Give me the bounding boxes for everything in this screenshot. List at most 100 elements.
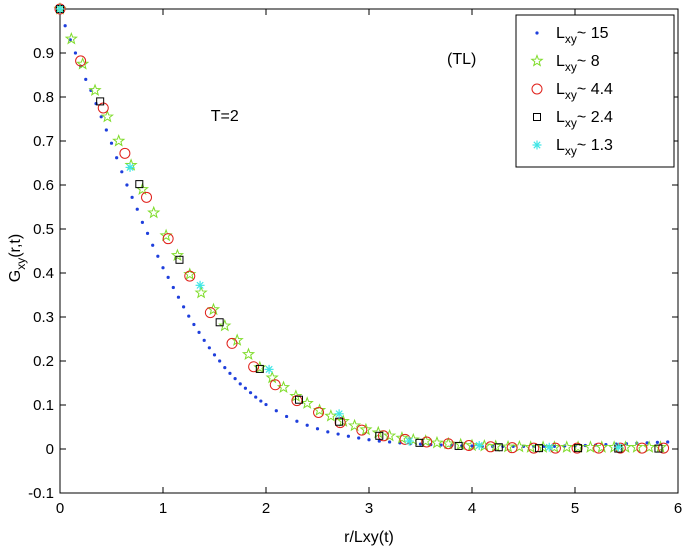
y-tick-label: 0.9 (33, 45, 54, 62)
data-point (119, 147, 131, 159)
data-point (204, 307, 216, 319)
y-axis-label-tail: (r,t) (7, 234, 24, 258)
data-point (135, 180, 144, 189)
data-point (395, 431, 409, 444)
data-point (176, 295, 181, 299)
data-point (418, 442, 423, 446)
y-axis-label: Gxy(r,t) (7, 234, 28, 282)
x-tick-label: 5 (571, 500, 579, 517)
data-point (404, 436, 414, 446)
data-point (156, 254, 160, 258)
legend-label: Lxy~ 8 (556, 53, 600, 74)
data-point (125, 183, 129, 187)
data-point (187, 314, 191, 318)
legend-marker (530, 54, 544, 67)
data-point (336, 414, 350, 427)
data-point (218, 359, 222, 363)
data-point (226, 337, 238, 349)
x-tick-label: 3 (365, 500, 373, 517)
data-point (326, 430, 330, 434)
data-point (595, 440, 609, 453)
data-point (248, 391, 253, 395)
data-point (470, 444, 474, 448)
data-point (194, 285, 208, 299)
series-square (56, 5, 663, 453)
data-point (512, 439, 526, 453)
data-point (162, 233, 174, 245)
data-point (524, 440, 538, 453)
data-point (76, 57, 90, 70)
y-tick-label: 0.5 (33, 221, 54, 238)
data-point (658, 442, 670, 454)
data-point (192, 322, 196, 327)
data-point (264, 364, 274, 374)
x-tick-label: 2 (262, 500, 270, 517)
data-point (161, 266, 165, 270)
data-point (100, 109, 114, 123)
data-point (285, 414, 289, 419)
data-point (430, 435, 444, 449)
data-point (276, 380, 291, 394)
legend-label-main: L (556, 137, 565, 154)
data-point (170, 248, 185, 262)
data-point (147, 205, 161, 219)
annotations: (TL) T=2 (211, 51, 477, 125)
y-tick-label: 0.2 (33, 353, 54, 370)
data-point (614, 442, 626, 454)
data-point (528, 442, 540, 454)
data-point (642, 440, 656, 453)
data-point (367, 438, 371, 442)
data-point (73, 51, 78, 55)
data-point (357, 436, 361, 440)
data-point (501, 439, 515, 453)
y-tick-label: -0.1 (28, 485, 54, 502)
data-point (104, 128, 108, 132)
data-point (151, 243, 155, 247)
x-tick-label: 6 (674, 500, 682, 517)
data-point (182, 305, 186, 309)
data-point (197, 330, 201, 334)
data-point (223, 366, 227, 370)
legend-label-main: L (556, 25, 565, 42)
data-point (135, 207, 139, 211)
data-point (115, 156, 119, 160)
data-point (294, 395, 303, 404)
legend-label-sub: xy (565, 60, 577, 74)
legend-label-tail: ~ 4.4 (577, 81, 613, 98)
data-point (654, 444, 663, 453)
data-point (636, 442, 648, 454)
series-asterisk (55, 4, 623, 452)
legend-entry: Lxy~ 4.4 (531, 81, 613, 102)
x-tick-label: 1 (159, 500, 167, 517)
data-point (441, 436, 455, 450)
legend-label: Lxy~ 4.4 (556, 81, 613, 102)
data-point (388, 440, 392, 444)
y-axis: -0.1 0 0.1 0.2 0.3 0.4 0.5 0.6 0.7 0.8 0.9 (28, 45, 678, 502)
data-point (264, 402, 268, 407)
legend-label-tail: ~ 2.4 (577, 109, 613, 126)
data-point (109, 141, 114, 145)
data-point (645, 441, 649, 445)
legend-entry: Lxy~ 1.3 (532, 137, 613, 158)
legend-label-sub: xy (565, 32, 577, 46)
data-point (259, 399, 263, 403)
data-point (346, 434, 350, 438)
annotation-label: T=2 (211, 108, 239, 125)
data-point (613, 442, 623, 452)
data-point (63, 24, 67, 28)
data-point (184, 270, 196, 282)
legend-label: Lxy~ 1.3 (556, 137, 613, 158)
legend-label-sub: xy (565, 116, 577, 130)
data-point (120, 170, 124, 174)
data-point (474, 440, 484, 450)
legend-box (515, 14, 675, 168)
y-tick-label: 0.8 (33, 89, 54, 106)
x-axis-label: r/Lxy(t) (344, 529, 394, 546)
data-series (53, 2, 670, 454)
data-point (68, 38, 72, 42)
legend-entry: Lxy~ 2.4 (533, 109, 613, 130)
data-point (334, 409, 344, 419)
data-point (241, 347, 256, 361)
